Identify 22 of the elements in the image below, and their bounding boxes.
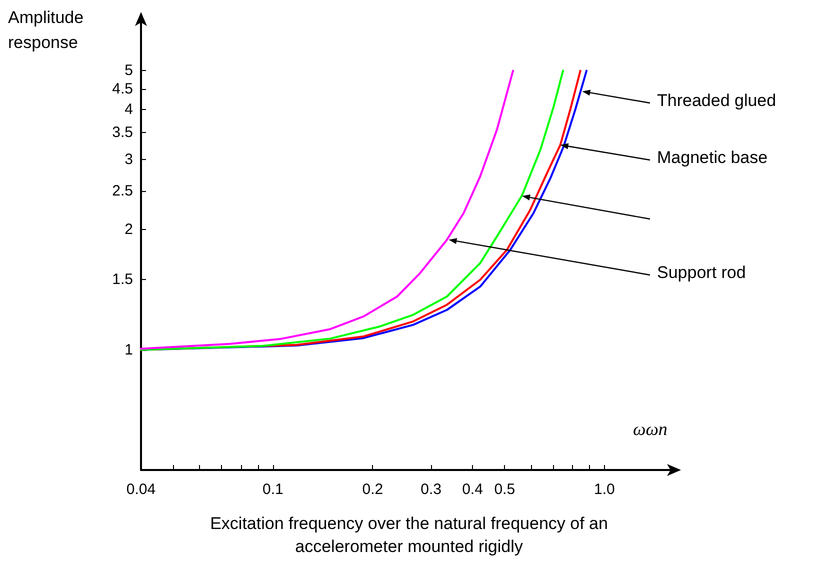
x-tick-label: 0.2 <box>362 481 384 498</box>
y-tick-label: 4.5 <box>112 80 133 98</box>
x-tick-label: 0.4 <box>462 481 483 498</box>
x-tick-label: 1.0 <box>594 481 615 498</box>
x-tick-label: 0.1 <box>262 481 284 498</box>
annotation: Support rod <box>657 263 746 282</box>
y-tick-label: 3.5 <box>112 124 133 142</box>
x-axis-title: Excitation frequency over the natural frequency of an accelerometer mounted rigidly <box>210 514 608 556</box>
annotation: Threaded glued <box>657 91 776 110</box>
y-tick-label: 4 <box>124 100 133 118</box>
y-tick-label: 3 <box>124 150 133 168</box>
y-tick-label: 2 <box>124 221 133 238</box>
annotation: ωωn <box>633 419 668 439</box>
y-tick-label: 1.5 <box>112 271 133 288</box>
x-tick-label: 0.5 <box>494 481 516 498</box>
x-tick-label: 0.3 <box>420 481 442 498</box>
x-tick-label: 0.04 <box>126 481 156 498</box>
y-tick-label: 2.5 <box>112 182 133 200</box>
annotation: Magnetic base <box>657 148 768 167</box>
y-axis-title: Amplitude response <box>8 8 84 52</box>
y-tick-label: 1 <box>124 341 133 358</box>
y-tick-label: 5 <box>124 62 133 80</box>
